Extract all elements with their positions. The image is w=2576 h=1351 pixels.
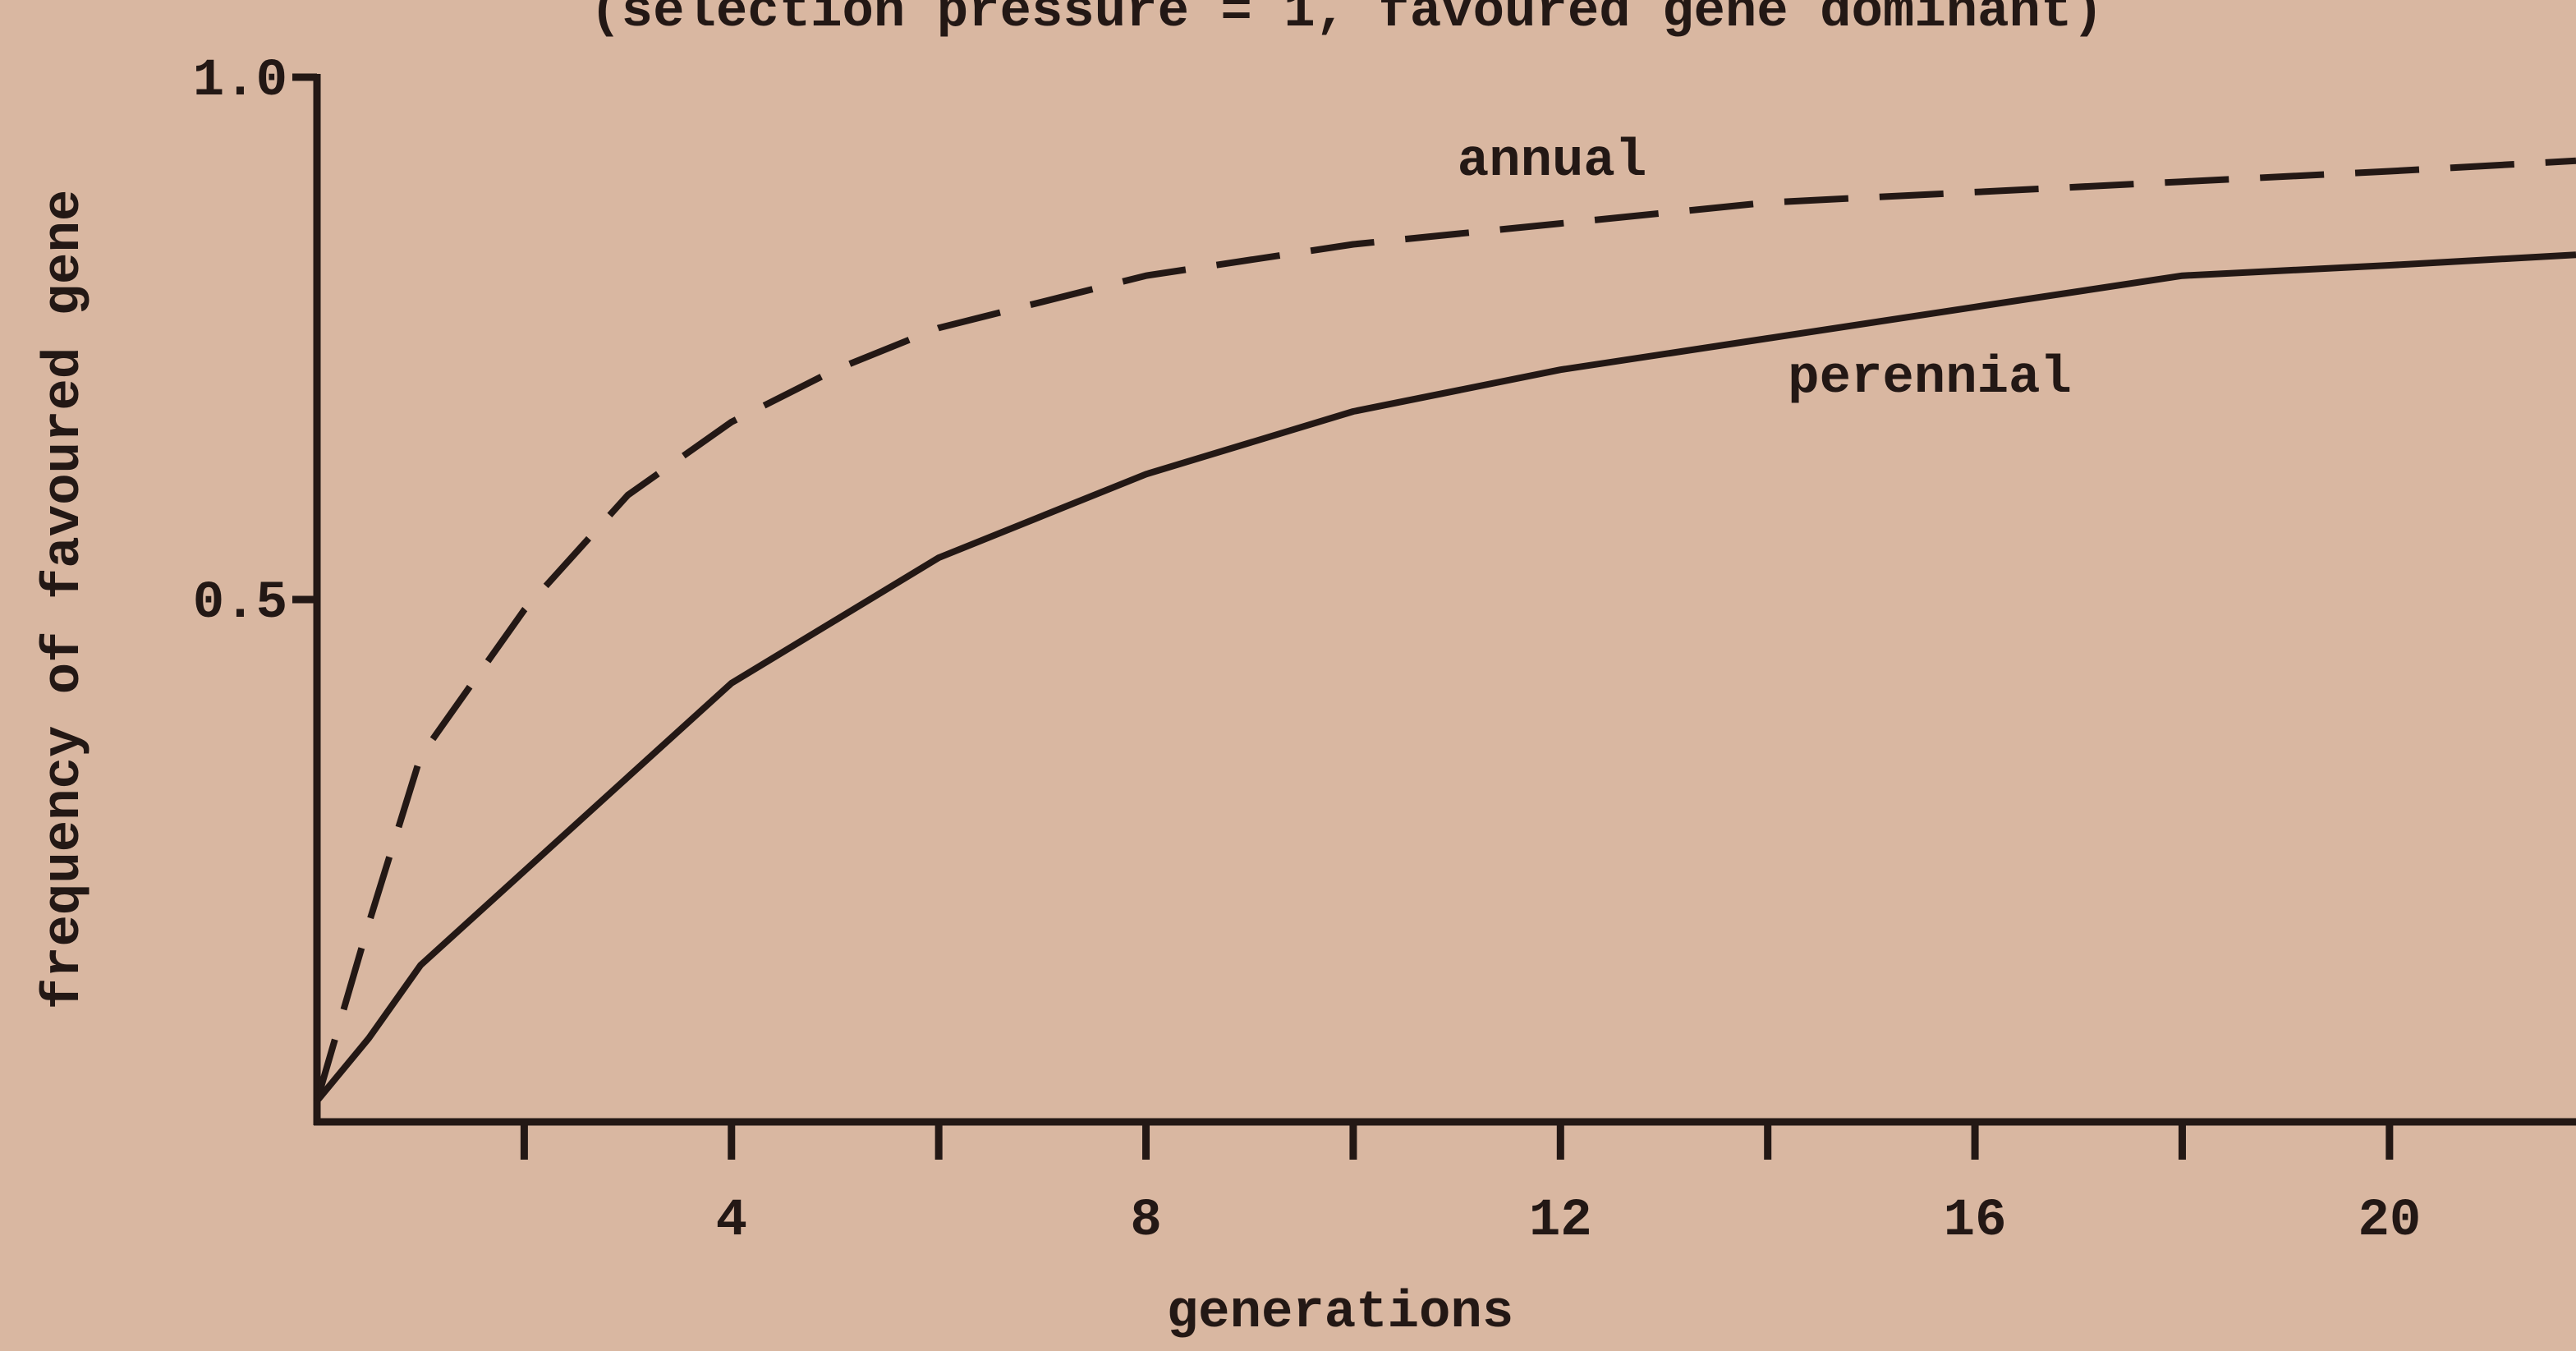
chart-title: (selection pressure = 1, favoured gene d… xyxy=(590,0,2104,42)
x-tick-label: 4 xyxy=(716,1192,747,1251)
annotation: perennial xyxy=(1788,349,2072,408)
x-axis-label: generations xyxy=(1167,1284,1513,1343)
x-tick-label: 16 xyxy=(1944,1192,2007,1251)
annotation: annual xyxy=(1458,132,1646,191)
y-tick-label: 0.5 xyxy=(193,574,287,633)
x-tick-label: 12 xyxy=(1529,1192,1592,1251)
x-tick-label: 8 xyxy=(1130,1192,1161,1251)
x-tick-label: 20 xyxy=(2358,1192,2421,1251)
y-axis-label: frequency of favoured gene xyxy=(35,190,94,1010)
y-tick-label: 1.0 xyxy=(193,52,287,111)
line-series xyxy=(314,157,2576,1102)
line-series xyxy=(314,251,2576,1104)
